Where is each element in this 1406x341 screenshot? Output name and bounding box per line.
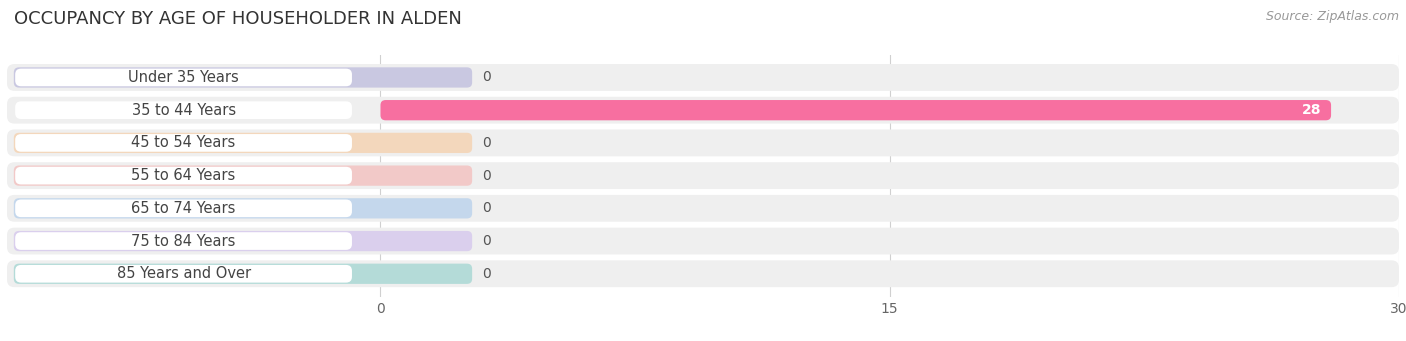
FancyBboxPatch shape xyxy=(15,134,352,152)
Text: 0: 0 xyxy=(482,201,491,215)
FancyBboxPatch shape xyxy=(14,133,472,153)
Text: 35 to 44 Years: 35 to 44 Years xyxy=(132,103,236,118)
FancyBboxPatch shape xyxy=(7,97,1399,123)
FancyBboxPatch shape xyxy=(7,64,1399,91)
Text: OCCUPANCY BY AGE OF HOUSEHOLDER IN ALDEN: OCCUPANCY BY AGE OF HOUSEHOLDER IN ALDEN xyxy=(14,10,463,28)
FancyBboxPatch shape xyxy=(7,228,1399,254)
Text: 55 to 64 Years: 55 to 64 Years xyxy=(131,168,236,183)
Text: 85 Years and Over: 85 Years and Over xyxy=(117,266,250,281)
FancyBboxPatch shape xyxy=(7,162,1399,189)
FancyBboxPatch shape xyxy=(14,198,472,219)
FancyBboxPatch shape xyxy=(14,67,472,88)
Text: 45 to 54 Years: 45 to 54 Years xyxy=(131,135,236,150)
Text: 0: 0 xyxy=(482,136,491,150)
Text: 75 to 84 Years: 75 to 84 Years xyxy=(131,234,236,249)
FancyBboxPatch shape xyxy=(15,69,352,86)
FancyBboxPatch shape xyxy=(14,165,472,186)
Text: 65 to 74 Years: 65 to 74 Years xyxy=(131,201,236,216)
FancyBboxPatch shape xyxy=(15,199,352,217)
FancyBboxPatch shape xyxy=(15,265,352,283)
FancyBboxPatch shape xyxy=(381,100,1331,120)
Text: Under 35 Years: Under 35 Years xyxy=(128,70,239,85)
FancyBboxPatch shape xyxy=(15,232,352,250)
Text: 0: 0 xyxy=(482,267,491,281)
FancyBboxPatch shape xyxy=(14,231,472,251)
Text: 28: 28 xyxy=(1302,103,1320,117)
Text: 0: 0 xyxy=(482,234,491,248)
Text: Source: ZipAtlas.com: Source: ZipAtlas.com xyxy=(1265,10,1399,23)
Text: 0: 0 xyxy=(482,71,491,85)
FancyBboxPatch shape xyxy=(14,264,472,284)
FancyBboxPatch shape xyxy=(7,130,1399,156)
FancyBboxPatch shape xyxy=(7,261,1399,287)
Text: 0: 0 xyxy=(482,168,491,183)
FancyBboxPatch shape xyxy=(15,167,352,184)
FancyBboxPatch shape xyxy=(7,195,1399,222)
FancyBboxPatch shape xyxy=(15,101,352,119)
